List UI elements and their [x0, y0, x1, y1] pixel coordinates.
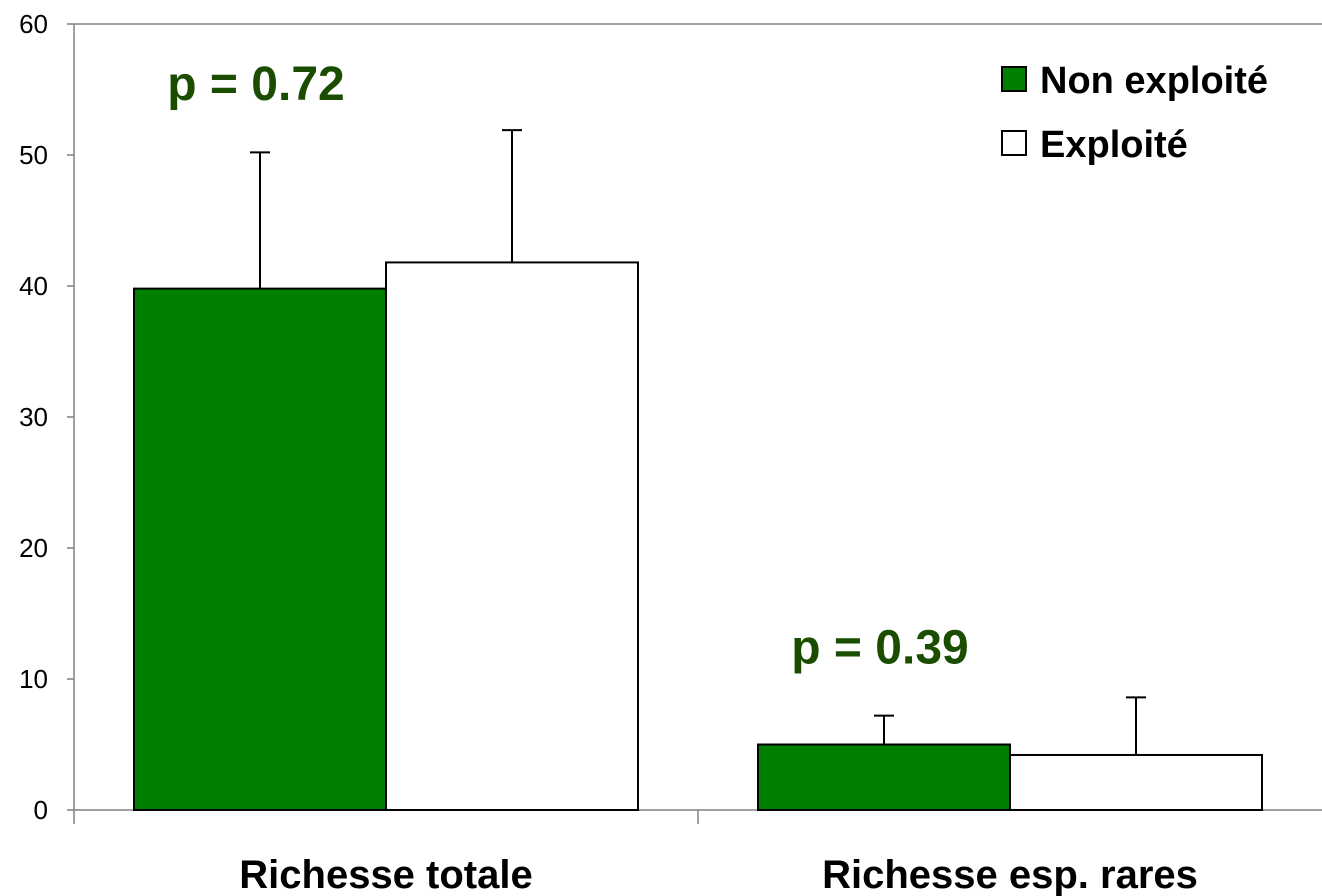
bar [133, 287, 387, 811]
y-tick-label: 40 [19, 271, 48, 301]
legend-label: Non exploité [1040, 60, 1268, 102]
y-tick-label: 10 [19, 664, 48, 694]
y-tick-label: 30 [19, 402, 48, 432]
axes: 0 10 20 30 40 50 60 Richesse totale Richesse esp… [19, 9, 1322, 896]
y-tick-label: 0 [34, 795, 48, 825]
p-value-annotation: p = 0.39 [791, 621, 968, 674]
legend-label: Exploité [1040, 124, 1188, 166]
bar [1009, 753, 1263, 811]
bar [757, 743, 1011, 811]
annotations: p = 0.72 p = 0.39 [167, 58, 968, 674]
y-tick-label: 50 [19, 140, 48, 170]
error-bars [250, 129, 1146, 755]
category-label: Richesse esp. rares [822, 853, 1198, 896]
legend-swatch [1001, 130, 1027, 156]
y-tick-label: 20 [19, 533, 48, 563]
bars [133, 261, 1263, 812]
p-value-annotation: p = 0.72 [167, 58, 344, 111]
legend: Non exploité Exploité [1001, 60, 1268, 166]
category-label: Richesse totale [239, 853, 532, 896]
legend-swatch [1001, 66, 1027, 92]
bar [385, 261, 639, 812]
y-tick-label: 60 [19, 9, 48, 39]
